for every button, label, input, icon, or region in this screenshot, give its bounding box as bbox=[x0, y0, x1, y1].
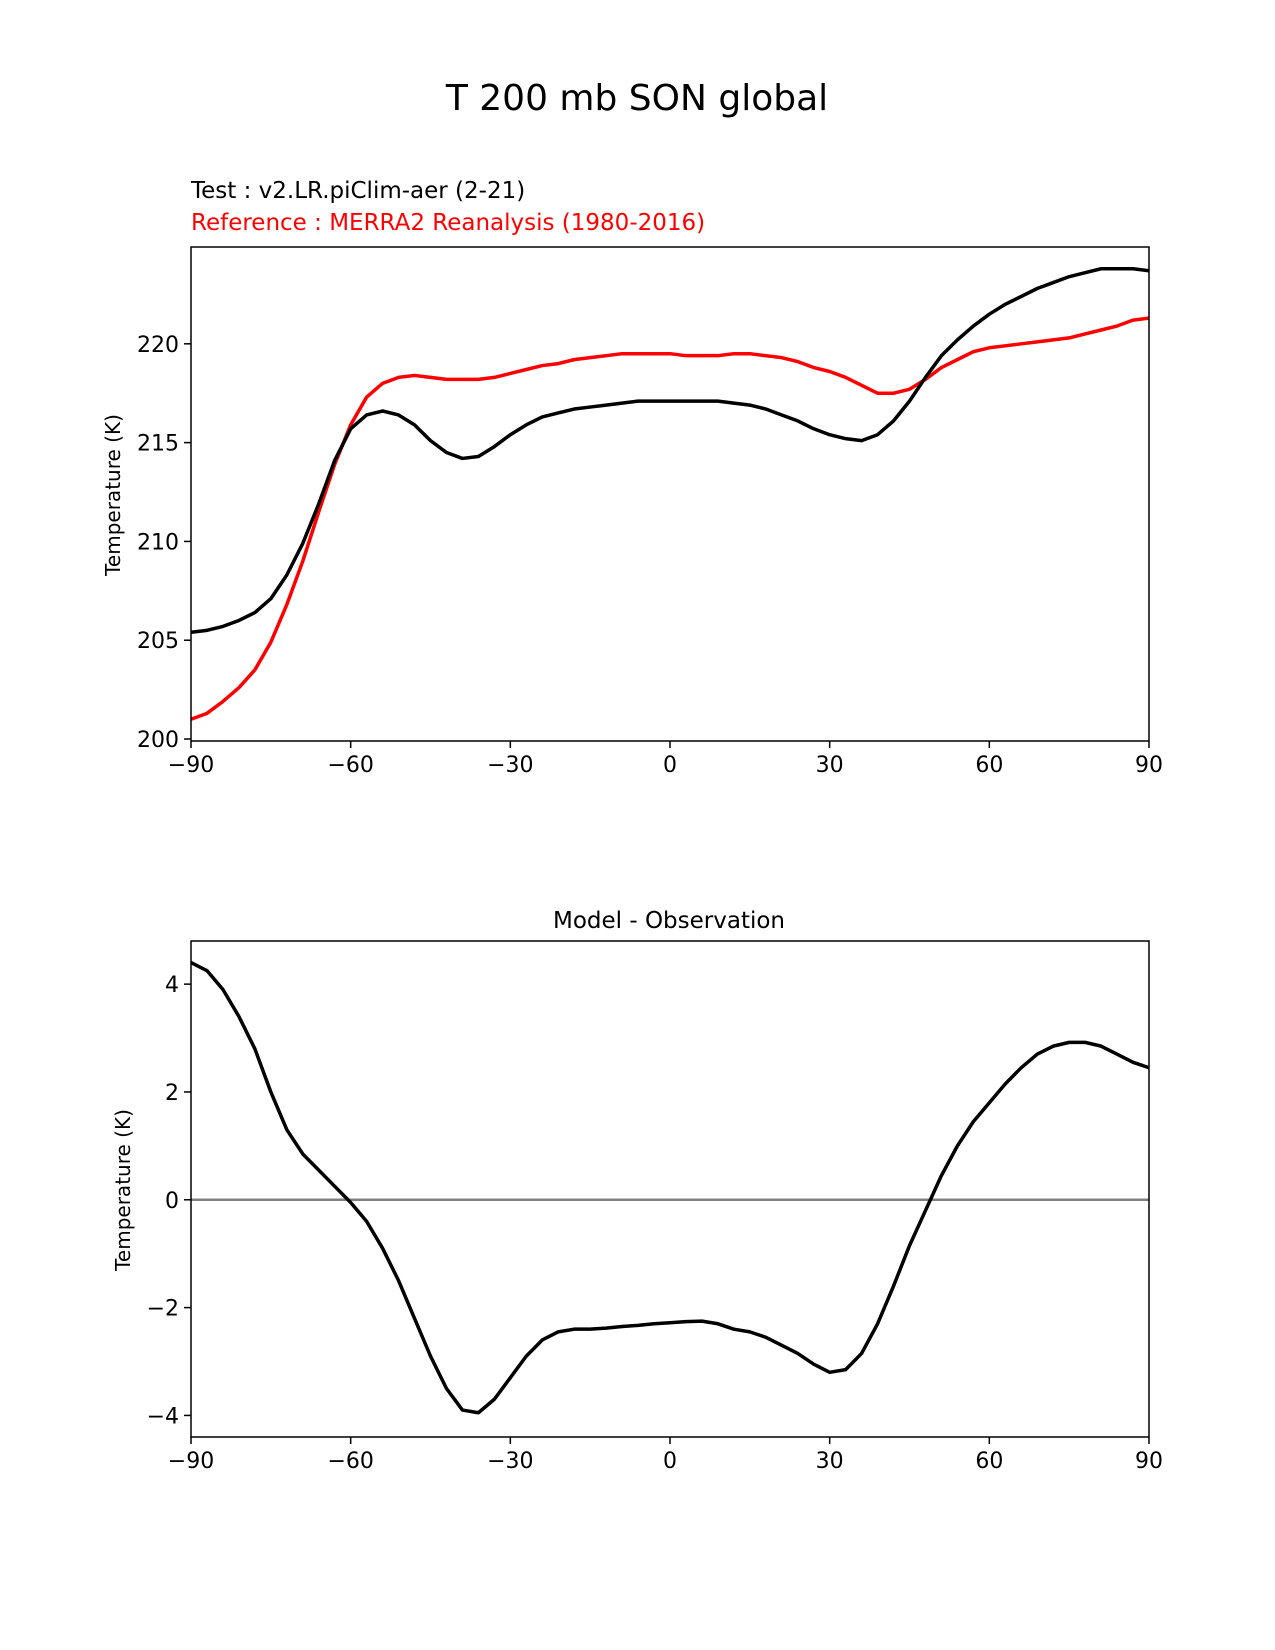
y-tick-label: 200 bbox=[137, 728, 179, 753]
axes-frame bbox=[190, 246, 1150, 742]
y-tick-label: 4 bbox=[165, 973, 179, 998]
axes-frame bbox=[190, 940, 1150, 1438]
bottom-plot-area: −90 −60 −30 0 30 60 90 −4 −2 0 2 4 bbox=[147, 940, 1163, 1474]
x-tick-label: 90 bbox=[1135, 753, 1163, 778]
x-tick-label: 30 bbox=[816, 1449, 844, 1474]
y-tick-label: 0 bbox=[165, 1189, 179, 1214]
top-panel: Test : v2.LR.piClim-aer (2-21) Reference… bbox=[101, 178, 1163, 778]
y-tick-label: 210 bbox=[137, 530, 179, 555]
test-series-line bbox=[191, 960, 1149, 1415]
y-tick-label: 220 bbox=[137, 333, 179, 358]
x-tick-label: −30 bbox=[487, 1449, 533, 1474]
x-tick-label: −90 bbox=[168, 1449, 214, 1474]
x-tick-label: 90 bbox=[1135, 1449, 1163, 1474]
bottom-panel: Model - Observation Temperature (K) −90−… bbox=[111, 908, 1163, 1474]
x-tick-label: −60 bbox=[327, 1449, 373, 1474]
y-tick-label: 2 bbox=[165, 1081, 179, 1106]
reference-series-line bbox=[191, 316, 1149, 722]
figure-title: T 200 mb SON global bbox=[445, 78, 828, 119]
y-tick-label: 205 bbox=[137, 629, 179, 654]
x-tick-label: 60 bbox=[975, 1449, 1003, 1474]
y-tick-label: 215 bbox=[137, 432, 179, 457]
test-series-line bbox=[191, 266, 1149, 635]
y-tick-label: −4 bbox=[147, 1404, 179, 1429]
top-plot-area: −90 −60 −30 0 30 60 90 200 205 210 215 220 bbox=[137, 246, 1163, 778]
reference-label: Reference : MERRA2 Reanalysis (1980-2016… bbox=[191, 210, 705, 236]
test-label: Test : v2.LR.piClim-aer (2-21) bbox=[190, 178, 525, 204]
y-tick-label: −2 bbox=[147, 1297, 179, 1322]
x-tick-label: 0 bbox=[663, 753, 677, 778]
x-tick-label: −90 bbox=[168, 753, 214, 778]
x-tick-label: 0 bbox=[663, 1449, 677, 1474]
x-tick-label: −60 bbox=[327, 753, 373, 778]
x-tick-label: −30 bbox=[487, 753, 533, 778]
x-tick-label: 30 bbox=[816, 753, 844, 778]
top-ylabel: Temperature (K) bbox=[101, 414, 125, 577]
bottom-ylabel: Temperature (K) bbox=[111, 1109, 135, 1272]
bottom-title: Model - Observation bbox=[553, 908, 785, 934]
x-tick-label: 60 bbox=[975, 753, 1003, 778]
